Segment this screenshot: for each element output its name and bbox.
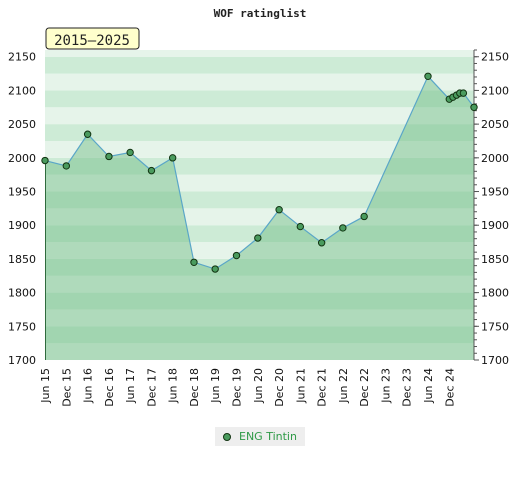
x-tick-label: Jun 23 bbox=[379, 368, 392, 404]
data-point bbox=[211, 265, 219, 273]
period-label-box bbox=[45, 27, 140, 50]
grid-band bbox=[45, 208, 474, 226]
x-tick-label: Dec 20 bbox=[273, 368, 286, 407]
y-tick-label-right: 1700 bbox=[481, 354, 509, 367]
x-tick-label: Jun 18 bbox=[167, 368, 180, 404]
grid-band bbox=[45, 73, 474, 91]
period-label-text: 2015–2025 bbox=[54, 33, 130, 49]
series-area bbox=[45, 76, 474, 361]
data-point bbox=[360, 212, 368, 221]
y-tick-label-left: 1800 bbox=[8, 287, 36, 300]
x-tick-label: Dec 22 bbox=[358, 368, 371, 407]
data-point bbox=[339, 224, 347, 232]
y-tick-label-left: 1700 bbox=[8, 354, 36, 367]
grid-band bbox=[45, 140, 474, 158]
data-point bbox=[62, 162, 71, 170]
points-layer bbox=[41, 72, 478, 273]
x-tick-label: Dec 24 bbox=[443, 368, 456, 407]
x-tick-label: Jun 20 bbox=[252, 368, 265, 404]
grid-band bbox=[45, 309, 474, 327]
legend-marker-icon bbox=[223, 432, 231, 441]
y-tick-label-left: 1900 bbox=[8, 219, 36, 232]
grid-band bbox=[45, 242, 474, 259]
grid-band bbox=[45, 174, 474, 192]
data-point bbox=[105, 152, 113, 161]
y-tick-label-left: 2000 bbox=[8, 152, 36, 165]
y-tick-label-right: 1950 bbox=[481, 186, 509, 199]
y-tick-label-left: 2100 bbox=[8, 84, 36, 97]
data-point bbox=[424, 72, 432, 80]
y-tick-label-left: 2050 bbox=[8, 118, 36, 131]
y-tick-label-right: 1750 bbox=[481, 320, 509, 333]
grid-band bbox=[45, 124, 474, 141]
grid-band bbox=[45, 292, 474, 310]
data-point bbox=[232, 251, 241, 260]
x-tick-label: Jun 24 bbox=[422, 368, 435, 404]
y-tick-label-right: 1800 bbox=[481, 287, 509, 300]
y-tick-label-right: 2050 bbox=[481, 118, 509, 131]
period-label: 2015–2025 bbox=[45, 27, 140, 50]
data-point bbox=[41, 156, 49, 165]
x-tick-label: Dec 19 bbox=[230, 368, 243, 407]
y-tick-label-left: 1850 bbox=[8, 253, 36, 266]
grid-band bbox=[45, 225, 474, 243]
y-tick-label-left: 1950 bbox=[8, 186, 36, 199]
grid-band bbox=[45, 50, 474, 57]
grid-band bbox=[45, 326, 474, 344]
data-point bbox=[296, 222, 305, 231]
x-tick-label: Dec 15 bbox=[60, 368, 73, 407]
grid-band bbox=[45, 107, 474, 125]
data-point bbox=[190, 258, 198, 266]
x-tick-label: Dec 23 bbox=[401, 368, 414, 407]
x-tick-label: Jun 16 bbox=[82, 368, 95, 404]
y-tick-label-right: 1900 bbox=[481, 219, 509, 232]
x-tick-label: Dec 18 bbox=[188, 368, 201, 407]
axes-layer: 1700 1700 1750 1750 1800 1800 1850 1850 1900 1900… bbox=[8, 49, 509, 407]
background-bands bbox=[45, 50, 474, 360]
data-point bbox=[126, 148, 134, 157]
x-tick-label: Dec 21 bbox=[316, 368, 329, 407]
legend-series-label: ENG Tintin bbox=[239, 430, 297, 443]
data-point bbox=[168, 154, 177, 162]
x-tick-label: Jun 17 bbox=[124, 368, 137, 404]
grid-band bbox=[45, 191, 474, 209]
y-tick-label-right: 2000 bbox=[481, 152, 509, 165]
data-point bbox=[459, 89, 468, 97]
x-tick-label: Jun 22 bbox=[337, 368, 350, 404]
grid-band bbox=[45, 343, 474, 360]
x-tick-label: Jun 15 bbox=[39, 368, 52, 404]
y-tick-label-right: 1850 bbox=[481, 253, 509, 266]
grid-band bbox=[45, 258, 474, 276]
y-tick-label-left: 2150 bbox=[8, 51, 36, 64]
grid-band bbox=[45, 56, 474, 74]
data-point bbox=[254, 234, 262, 242]
x-tick-label: Dec 16 bbox=[103, 368, 116, 407]
x-tick-label: Jun 21 bbox=[294, 368, 307, 404]
data-point bbox=[470, 103, 478, 111]
grid-band bbox=[45, 275, 474, 293]
grid-band bbox=[45, 90, 474, 108]
x-tick-label: Jun 19 bbox=[209, 368, 222, 404]
x-tick-label: Dec 17 bbox=[145, 368, 158, 407]
data-point bbox=[275, 206, 283, 214]
data-point bbox=[83, 130, 92, 138]
legend: ENG Tintin bbox=[215, 427, 305, 446]
chart-title: WOF ratinglist bbox=[214, 7, 307, 20]
data-point bbox=[317, 239, 326, 247]
data-point bbox=[147, 166, 156, 175]
y-tick-label-right: 2150 bbox=[481, 51, 509, 64]
y-tick-label-left: 1750 bbox=[8, 320, 36, 333]
y-tick-label-right: 2100 bbox=[481, 84, 509, 97]
